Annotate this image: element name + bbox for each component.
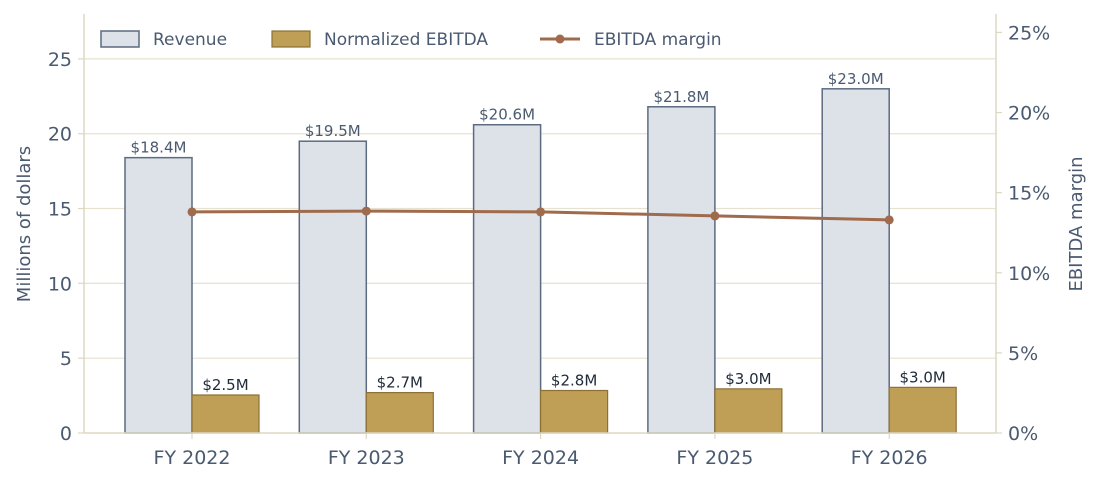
y2-tick-label: 5% — [1008, 343, 1038, 365]
revenue-data-label: $19.5M — [305, 122, 361, 140]
revenue-bar — [472, 123, 542, 434]
axes — [78, 14, 1002, 439]
ebitda-data-label: $3.0M — [900, 368, 946, 386]
margin-point — [187, 207, 197, 217]
margin-point — [361, 206, 371, 216]
margin-line — [187, 206, 894, 225]
revenue-data-label: $20.6M — [479, 106, 535, 124]
y-tick-label: 10 — [48, 273, 72, 295]
bars — [124, 88, 957, 434]
legend-swatch-ebitda — [271, 30, 311, 48]
y-tick-label: 25 — [48, 49, 72, 71]
ebitda-bar — [539, 389, 609, 434]
y2-tick-label: 20% — [1008, 103, 1050, 125]
x-tick-label: FY 2026 — [851, 447, 928, 469]
revenue-bar — [124, 156, 193, 434]
ebitda-data-label: $2.7M — [377, 374, 423, 392]
margin-point — [710, 211, 720, 221]
y-tick-label: 0 — [60, 423, 72, 445]
legend-label-revenue: Revenue — [153, 30, 227, 50]
x-tick-label: FY 2024 — [502, 447, 579, 469]
legend: Revenue Normalized EBITDA EBITDA margin — [100, 30, 722, 50]
revenue-data-label: $18.4M — [131, 139, 187, 157]
revenue-bar — [298, 140, 368, 434]
revenue-bar — [647, 106, 716, 434]
margin-point — [536, 207, 546, 217]
legend-label-margin: EBITDA margin — [594, 30, 722, 50]
ebitda-bar — [365, 391, 434, 434]
x-tick-label: FY 2025 — [676, 447, 753, 469]
ebitda-bar — [714, 388, 783, 434]
revenue-data-label: $23.0M — [828, 70, 884, 88]
x-tick-label: FY 2023 — [328, 447, 405, 469]
margin-point — [884, 215, 894, 225]
legend-swatch-revenue — [100, 30, 140, 48]
x-tick-label: FY 2022 — [154, 447, 231, 469]
tick-labels: $18.4M $2.5M $19.5M $2.7M $20.6M $2.8M $21.8M $… — [48, 22, 1050, 469]
ebitda-data-label: $2.5M — [202, 376, 248, 394]
y2-axis-title: EBITDA margin — [1066, 156, 1087, 291]
revenue-data-label: $21.8M — [653, 88, 709, 106]
ebitda-bar — [191, 394, 260, 434]
y2-tick-label: 25% — [1008, 22, 1050, 44]
y-tick-label: 20 — [48, 124, 72, 146]
y2-tick-label: 10% — [1008, 263, 1050, 285]
ebitda-data-label: $2.8M — [551, 372, 597, 390]
y2-tick-label: 15% — [1008, 183, 1050, 205]
ebitda-data-label: $3.0M — [725, 370, 771, 388]
legend-swatch-margin-marker — [555, 34, 565, 44]
y-tick-label: 5 — [60, 348, 72, 370]
legend-label-ebitda: Normalized EBITDA — [324, 30, 488, 50]
y-axis-title: Millions of dollars — [14, 146, 35, 302]
revenue-bar — [821, 88, 890, 434]
y2-tick-label: 0% — [1008, 423, 1038, 445]
ebitda-bar — [888, 386, 957, 434]
y-tick-label: 15 — [48, 199, 72, 221]
